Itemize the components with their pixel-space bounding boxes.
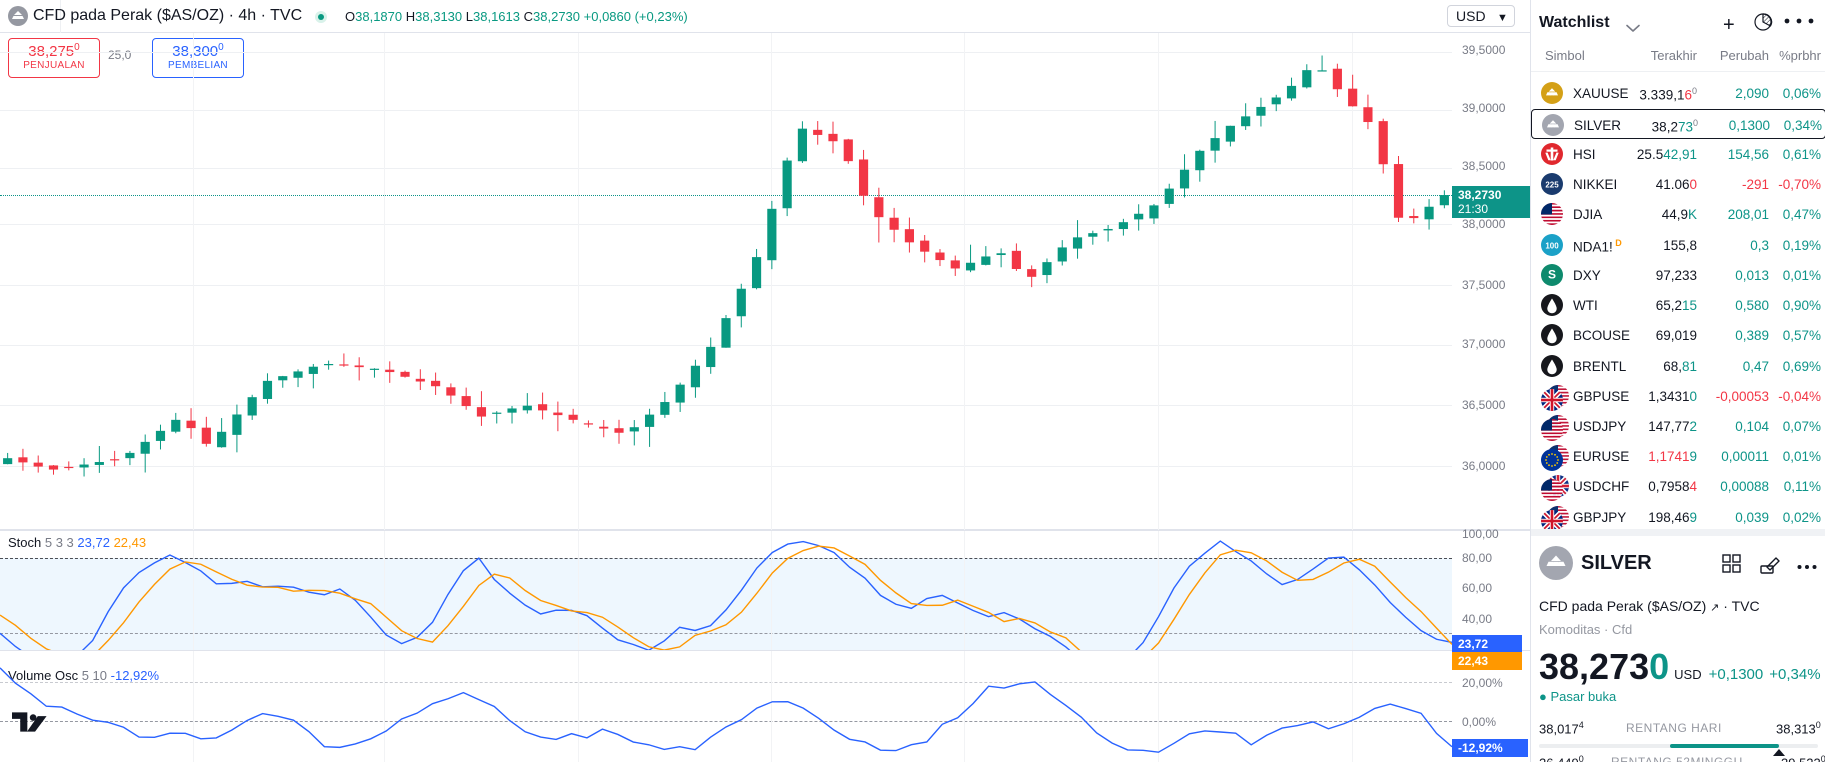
svg-text:225: 225: [1545, 181, 1559, 190]
svg-text:S: S: [1548, 267, 1556, 281]
svg-text:100: 100: [1545, 241, 1559, 250]
